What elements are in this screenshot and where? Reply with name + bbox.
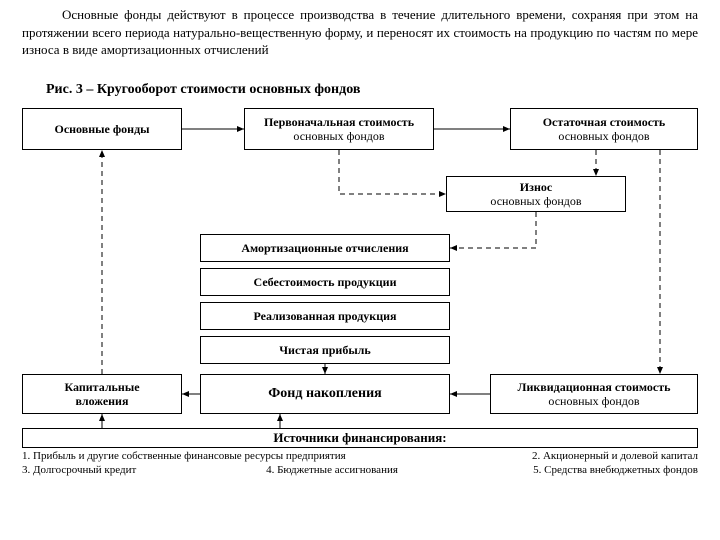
label-bold: Остаточная стоимость (515, 115, 693, 129)
label-plain: основных фондов (249, 129, 429, 143)
figure-caption: Рис. 3 – Кругооборот стоимости основных … (46, 82, 360, 98)
node-realized-production: Реализованная продукция (200, 302, 450, 330)
label: Реализованная продукция (205, 309, 445, 323)
node-main-funds: Основные фонды (22, 108, 182, 150)
sources-list: 1. Прибыль и другие собственные финансов… (22, 450, 698, 478)
src-3: 3. Долгосрочный кредит (22, 464, 202, 478)
label-plain: основных фондов (515, 129, 693, 143)
node-residual-cost: Остаточная стоимость основных фондов (510, 108, 698, 150)
label: Фонд накопления (205, 386, 445, 403)
label-l2: вложения (27, 394, 177, 408)
src-1: 1. Прибыль и другие собственные финансов… (22, 450, 346, 464)
label-plain: основных фондов (495, 394, 693, 408)
node-accumulation-fund: Фонд накопления (200, 374, 450, 414)
label-bold: Износ (451, 180, 621, 194)
node-liquidation-value: Ликвидационная стоимость основных фондов (490, 374, 698, 414)
label: Амортизационные отчисления (205, 241, 445, 255)
label-l1: Капитальные (27, 380, 177, 394)
node-amortization: Амортизационные отчисления (200, 234, 450, 262)
node-capex: Капитальные вложения (22, 374, 182, 414)
label-bold: Первоначальная стоимость (249, 115, 429, 129)
label: Основные фонды (27, 122, 177, 136)
label: Себестоимость продукции (205, 275, 445, 289)
label-bold: Ликвидационная стоимость (495, 380, 693, 394)
intro-paragraph: Основные фонды действуют в процессе прои… (22, 6, 698, 59)
src-2: 2. Акционерный и долевой капитал (532, 450, 698, 464)
edge-initial-to-wear (339, 150, 446, 194)
label: Источники финансирования: (27, 430, 693, 446)
src-4: 4. Бюджетные ассигнования (202, 464, 462, 478)
label: Чистая прибыль (205, 343, 445, 357)
src-5: 5. Средства внебюджетных фондов (462, 464, 698, 478)
edge-wear-to-amort (450, 212, 536, 248)
node-wear: Износ основных фондов (446, 176, 626, 212)
label-plain: основных фондов (451, 194, 621, 208)
node-initial-cost: Первоначальная стоимость основных фондов (244, 108, 434, 150)
node-sources-title: Источники финансирования: (22, 428, 698, 448)
node-net-profit: Чистая прибыль (200, 336, 450, 364)
node-cost-of-production: Себестоимость продукции (200, 268, 450, 296)
